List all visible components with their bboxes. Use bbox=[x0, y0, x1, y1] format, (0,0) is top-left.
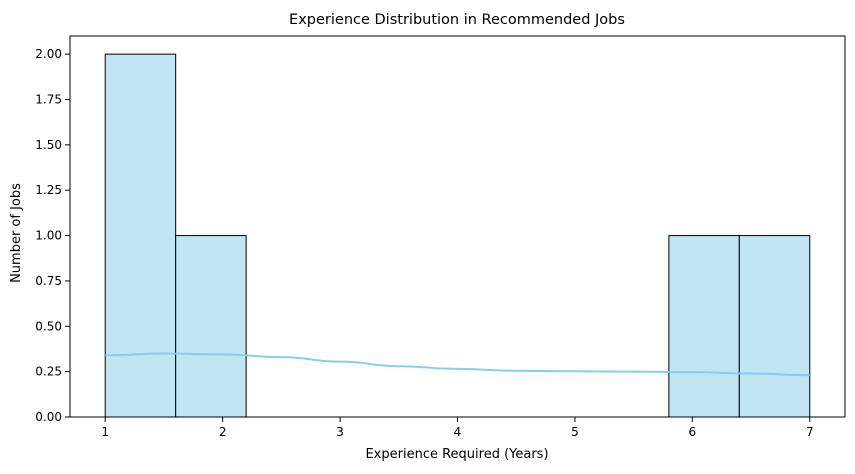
x-tick-label: 5 bbox=[571, 425, 579, 439]
y-tick-label: 1.25 bbox=[35, 183, 62, 197]
histogram-bar bbox=[668, 235, 740, 418]
x-tick-label: 6 bbox=[689, 425, 697, 439]
x-tick-label: 2 bbox=[219, 425, 227, 439]
x-axis-ticks: 1 2 3 4 5 6 7 bbox=[101, 417, 814, 439]
y-tick-label: 0.25 bbox=[35, 365, 62, 379]
y-tick-label: 1.00 bbox=[35, 229, 62, 243]
y-tick-label: 0.50 bbox=[35, 319, 62, 333]
x-axis-label: Experience Required (Years) bbox=[365, 447, 548, 462]
histogram-bar bbox=[175, 235, 247, 418]
plot-frame bbox=[69, 35, 846, 418]
y-tick-label: 0.00 bbox=[35, 410, 62, 424]
chart-title: Experience Distribution in Recommended J… bbox=[289, 12, 625, 28]
x-tick-label: 3 bbox=[336, 425, 344, 439]
y-axis-ticks: 0.00 0.25 0.50 0.75 1.00 1.25 1.50 1.75 2.00 bbox=[35, 47, 70, 424]
x-tick-label: 7 bbox=[806, 425, 814, 439]
bars-group bbox=[104, 53, 811, 418]
x-tick-label: 4 bbox=[454, 425, 462, 439]
y-tick-label: 1.75 bbox=[35, 93, 62, 107]
x-tick-label: 1 bbox=[101, 425, 109, 439]
histogram-bar bbox=[738, 235, 811, 418]
y-tick-label: 2.00 bbox=[35, 47, 62, 61]
y-tick-label: 1.50 bbox=[35, 138, 62, 152]
kde-line bbox=[105, 352, 810, 377]
histogram-bar bbox=[104, 53, 177, 418]
y-axis-label: Number of Jobs bbox=[9, 183, 24, 283]
y-tick-label: 0.75 bbox=[35, 274, 62, 288]
